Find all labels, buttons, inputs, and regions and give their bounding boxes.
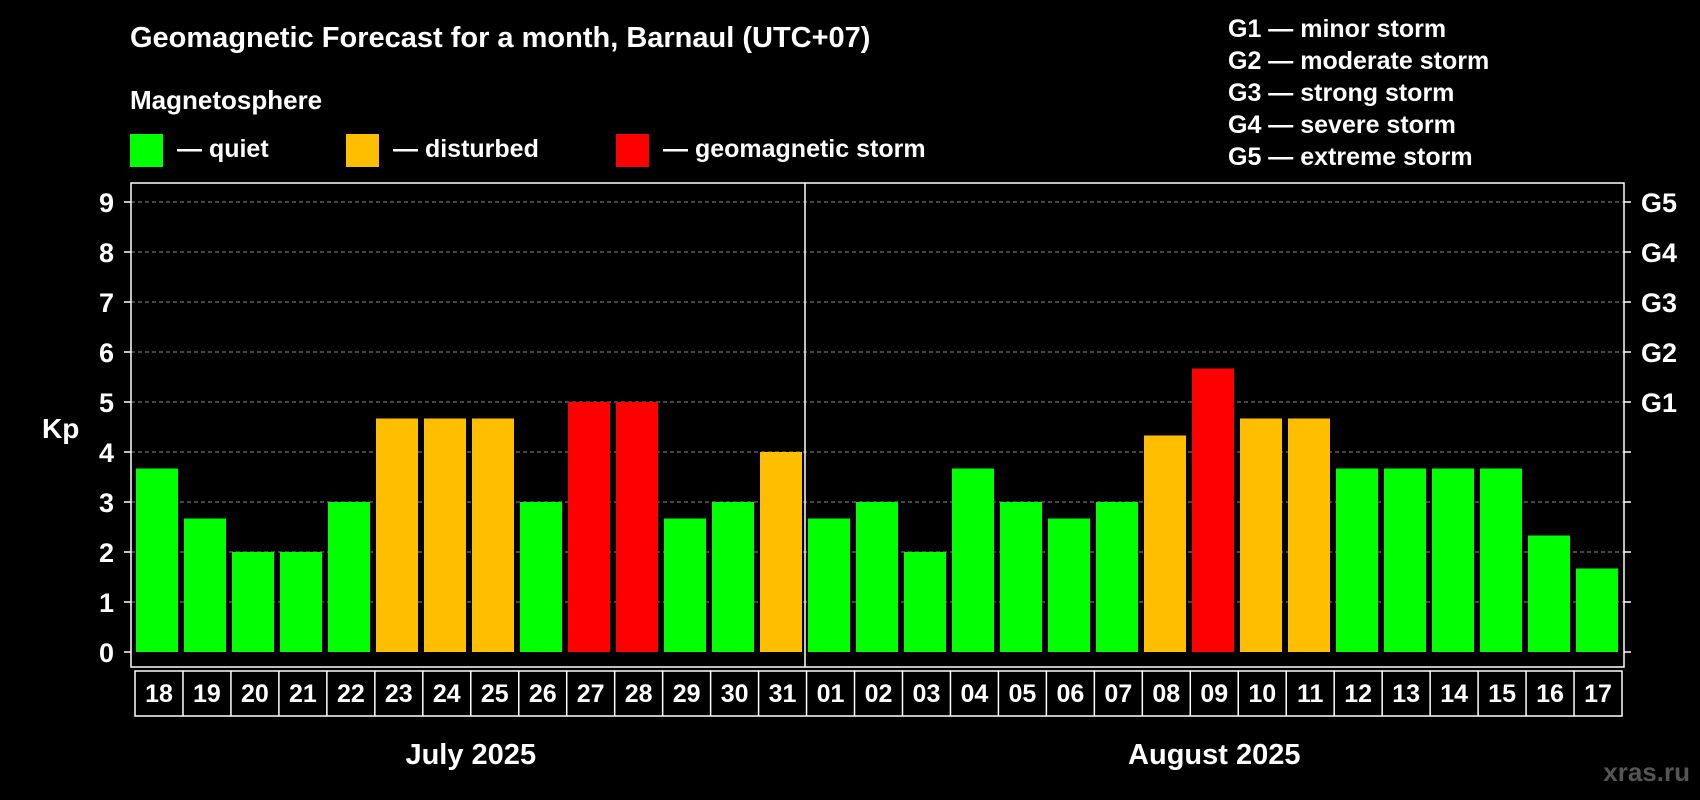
legend-swatch-quiet [130,134,163,167]
kp-bar [1000,502,1042,652]
y-tick-label: 7 [99,288,114,318]
x-tick-label: 26 [529,680,557,708]
x-tick-label: 05 [1008,680,1036,708]
kp-bar [136,468,178,652]
legend-title: Magnetosphere [130,85,322,115]
x-tick-label: 06 [1056,680,1084,708]
y-tick-label: 5 [99,388,114,418]
legend-label-disturbed: — disturbed [393,135,539,163]
date-axis-frame [134,670,1623,717]
x-tick-label: 14 [1440,680,1468,708]
y-tick-label: 0 [99,638,114,668]
y-tick-label: 3 [99,488,114,518]
g-scale-label: G4 [1641,238,1677,268]
x-tick-label: 22 [337,680,365,708]
kp-bar [328,502,370,652]
plot-frame [130,182,1625,668]
y-tick-label: 8 [99,238,114,268]
kp-bar [616,402,658,652]
storm-scale-g2: G2 — moderate storm [1228,47,1489,75]
kp-bar [1240,418,1282,652]
kp-bar [568,402,610,652]
y-axis-label: Kp [42,413,79,444]
kp-bar [1480,468,1522,652]
kp-bar [232,552,274,652]
kp-bar [1384,468,1426,652]
x-tick-label: 13 [1392,680,1420,708]
x-tick-label: 27 [577,680,605,708]
x-tick-label: 19 [193,680,221,708]
kp-bar [1528,535,1570,652]
month-label: July 2025 [405,739,536,771]
x-tick-label: 17 [1584,680,1612,708]
kp-bar [1576,568,1618,652]
x-tick-label: 10 [1248,680,1276,708]
watermark: xras.ru [1603,757,1690,787]
kp-bar [472,418,514,652]
x-tick-label: 25 [481,680,509,708]
storm-scale-g5: G5 — extreme storm [1228,143,1473,171]
x-tick-label: 28 [625,680,653,708]
y-tick-label: 9 [99,188,114,218]
kp-bar [184,518,226,652]
y-tick-label: 6 [99,338,114,368]
kp-bar [424,418,466,652]
kp-bar [1144,435,1186,652]
kp-bar [904,552,946,652]
kp-bar [1336,468,1378,652]
kp-bar [520,502,562,652]
x-tick-label: 24 [433,680,461,708]
x-tick-label: 20 [241,680,269,708]
x-tick-label: 30 [721,680,749,708]
g-scale-label: G5 [1641,188,1677,218]
x-tick-label: 09 [1200,680,1228,708]
kp-bar [1096,502,1138,652]
x-tick-label: 12 [1344,680,1372,708]
legend-swatch-disturbed [346,134,379,167]
x-tick-label: 01 [817,680,845,708]
x-tick-label: 21 [289,680,317,708]
kp-bar [952,468,994,652]
x-tick-label: 29 [673,680,701,708]
chart-title: Geomagnetic Forecast for a month, Barnau… [130,22,870,54]
x-tick-label: 07 [1104,680,1132,708]
storm-scale-g3: G3 — strong storm [1228,79,1454,107]
x-tick-label: 02 [865,680,893,708]
y-tick-label: 2 [99,538,114,568]
x-tick-label: 23 [385,680,413,708]
storm-scale-g1: G1 — minor storm [1228,15,1446,43]
y-tick-label: 4 [99,438,114,468]
legend-label-storm: — geomagnetic storm [663,135,926,163]
y-tick-label: 1 [99,588,114,618]
kp-bar [856,502,898,652]
kp-bar [1432,468,1474,652]
kp-bar [376,418,418,652]
x-tick-label: 03 [913,680,941,708]
x-tick-label: 08 [1152,680,1180,708]
kp-bar [1288,418,1330,652]
x-tick-label: 15 [1488,680,1516,708]
x-tick-label: 11 [1297,680,1324,708]
storm-scale-g4: G4 — severe storm [1228,111,1456,139]
x-tick-label: 16 [1536,680,1564,708]
kp-bar [1192,368,1234,652]
g-scale-label: G1 [1641,388,1677,418]
kp-bar [760,452,802,652]
month-label: August 2025 [1128,739,1300,771]
g-scale-label: G2 [1641,338,1677,368]
kp-bar [808,518,850,652]
x-tick-label: 04 [961,680,989,708]
kp-bar [1048,518,1090,652]
kp-bar [664,518,706,652]
g-scale-label: G3 [1641,288,1677,318]
kp-bar [280,552,322,652]
x-tick-label: 31 [769,680,797,708]
x-tick-label: 18 [145,680,173,708]
kp-bar [712,502,754,652]
legend-label-quiet: — quiet [177,135,269,163]
legend-swatch-storm [616,134,649,167]
